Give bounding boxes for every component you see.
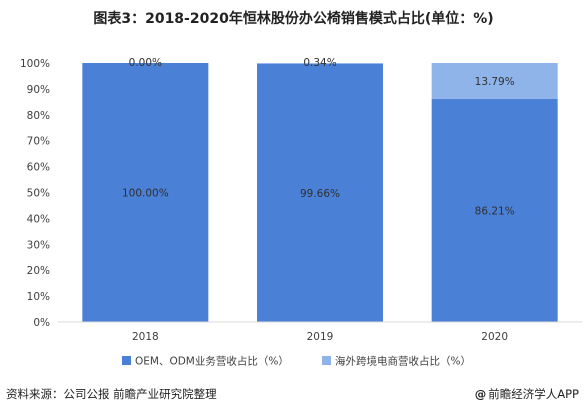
data-label: 86.21%	[475, 205, 515, 217]
source-note: 资料来源：公司公报 前瞻产业研究院整理	[6, 387, 217, 401]
y-tick-label: 60%	[27, 162, 50, 174]
y-tick-label: 90%	[27, 84, 50, 96]
at-icon: @	[474, 387, 487, 401]
y-tick-label: 20%	[27, 265, 50, 277]
chart-title: 图表3：2018-2020年恒林股份办公椅销售模式占比(单位：%)	[93, 11, 494, 27]
bar-segment-oem	[431, 98, 558, 323]
y-tick-label: 50%	[27, 188, 50, 200]
y-tick-label: 70%	[27, 136, 50, 148]
y-tick-label: 80%	[27, 110, 50, 122]
credit-text: 前瞻经济学人APP	[488, 387, 579, 401]
y-axis: 0% 10% 20% 30% 40% 50% 60% 70% 80% 90% 100%	[20, 58, 50, 329]
y-tick-label: 30%	[27, 239, 50, 251]
data-label: 100.00%	[122, 188, 169, 200]
y-tick-label: 0%	[33, 317, 50, 329]
credit: @ 前瞻经济学人APP	[475, 386, 579, 402]
x-tick-label: 2019	[307, 331, 334, 343]
bar-segment-overseas	[257, 63, 383, 64]
legend: OEM、ODM业务营收占比（%） 海外跨境电商营收占比（%）	[122, 355, 471, 368]
y-tick-label: 100%	[20, 58, 50, 70]
legend-label: 海外跨境电商营收占比（%）	[335, 355, 471, 368]
x-axis: 2018 2019 2020	[58, 321, 582, 343]
x-tick-label: 2018	[132, 331, 159, 343]
data-label: 99.66%	[300, 188, 340, 200]
y-tick-label: 10%	[27, 291, 50, 303]
bars: 100.00% 0.00% 99.66% 0.34% 86.21% 13.79%	[82, 57, 558, 323]
data-label: 0.34%	[303, 57, 336, 69]
y-tick-label: 40%	[27, 213, 50, 225]
x-tick-label: 2020	[481, 331, 508, 343]
legend-label: OEM、ODM业务营收占比（%）	[135, 355, 289, 368]
legend-swatch	[322, 356, 331, 365]
bar-segment-oem	[257, 63, 383, 322]
data-label: 13.79%	[475, 76, 515, 88]
bar-segment-overseas	[431, 63, 558, 99]
data-label: 0.00%	[129, 57, 162, 69]
bar-segment-oem	[82, 63, 209, 322]
legend-swatch	[122, 356, 131, 365]
